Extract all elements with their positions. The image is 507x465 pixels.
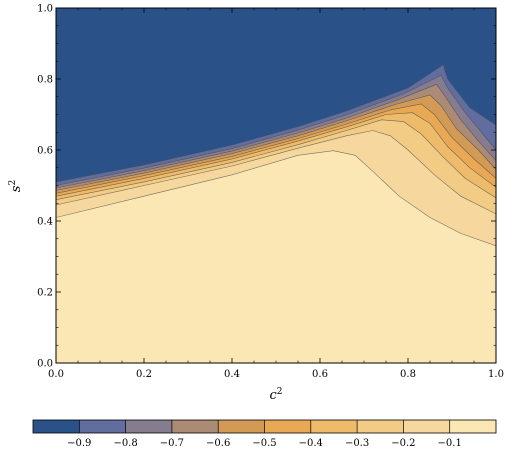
- x-tick-label: 0.6: [312, 369, 328, 380]
- y-tick-label: 0.2: [37, 288, 53, 299]
- colorbar-segment: [357, 420, 404, 433]
- colorbar-tick-label: −0.9: [67, 438, 91, 449]
- y-tick-label: 0.0: [37, 359, 53, 370]
- colorbar-segment: [79, 420, 126, 433]
- colorbar-tick-label: −0.6: [206, 438, 230, 449]
- colorbar-tick-label: −0.3: [345, 438, 369, 449]
- colorbar-tick-label: −0.1: [438, 438, 462, 449]
- y-tick-label: 0.8: [37, 75, 53, 86]
- x-tick-label: 0.2: [136, 369, 152, 380]
- colorbar-tick-label: −0.8: [113, 438, 137, 449]
- colorbar-segment: [172, 420, 219, 433]
- contour-fills: [54, 6, 498, 363]
- colorbar-tick-label: −0.2: [391, 438, 415, 449]
- y-tick-label: 0.6: [37, 146, 53, 157]
- y-axis-label: s2: [8, 180, 24, 192]
- colorbar-tick-label: −0.7: [160, 438, 184, 449]
- colorbar-segment: [33, 420, 80, 433]
- y-tick-label: 1.0: [37, 4, 53, 15]
- colorbar-segment: [265, 420, 312, 433]
- colorbar-tick-label: −0.5: [252, 438, 276, 449]
- x-axis-label: c2: [269, 387, 282, 403]
- colorbar: −0.9 −0.8 −0.7 −0.6 −0.5 −0.4 −0.3 −0.2 −0.1: [33, 420, 496, 449]
- colorbar-segment: [311, 420, 358, 433]
- x-tick-label: 1.0: [488, 369, 504, 380]
- colorbar-segment: [403, 420, 450, 433]
- x-tick-label: 0.8: [400, 369, 416, 380]
- x-tick-label: 0.4: [224, 369, 240, 380]
- x-tick-label: 0.0: [48, 369, 64, 380]
- colorbar-segment: [218, 420, 265, 433]
- colorbar-segment: [450, 420, 497, 433]
- colorbar-tick-label: −0.4: [299, 438, 323, 449]
- colorbar-segment: [126, 420, 173, 433]
- y-tick-label: 0.4: [37, 217, 53, 228]
